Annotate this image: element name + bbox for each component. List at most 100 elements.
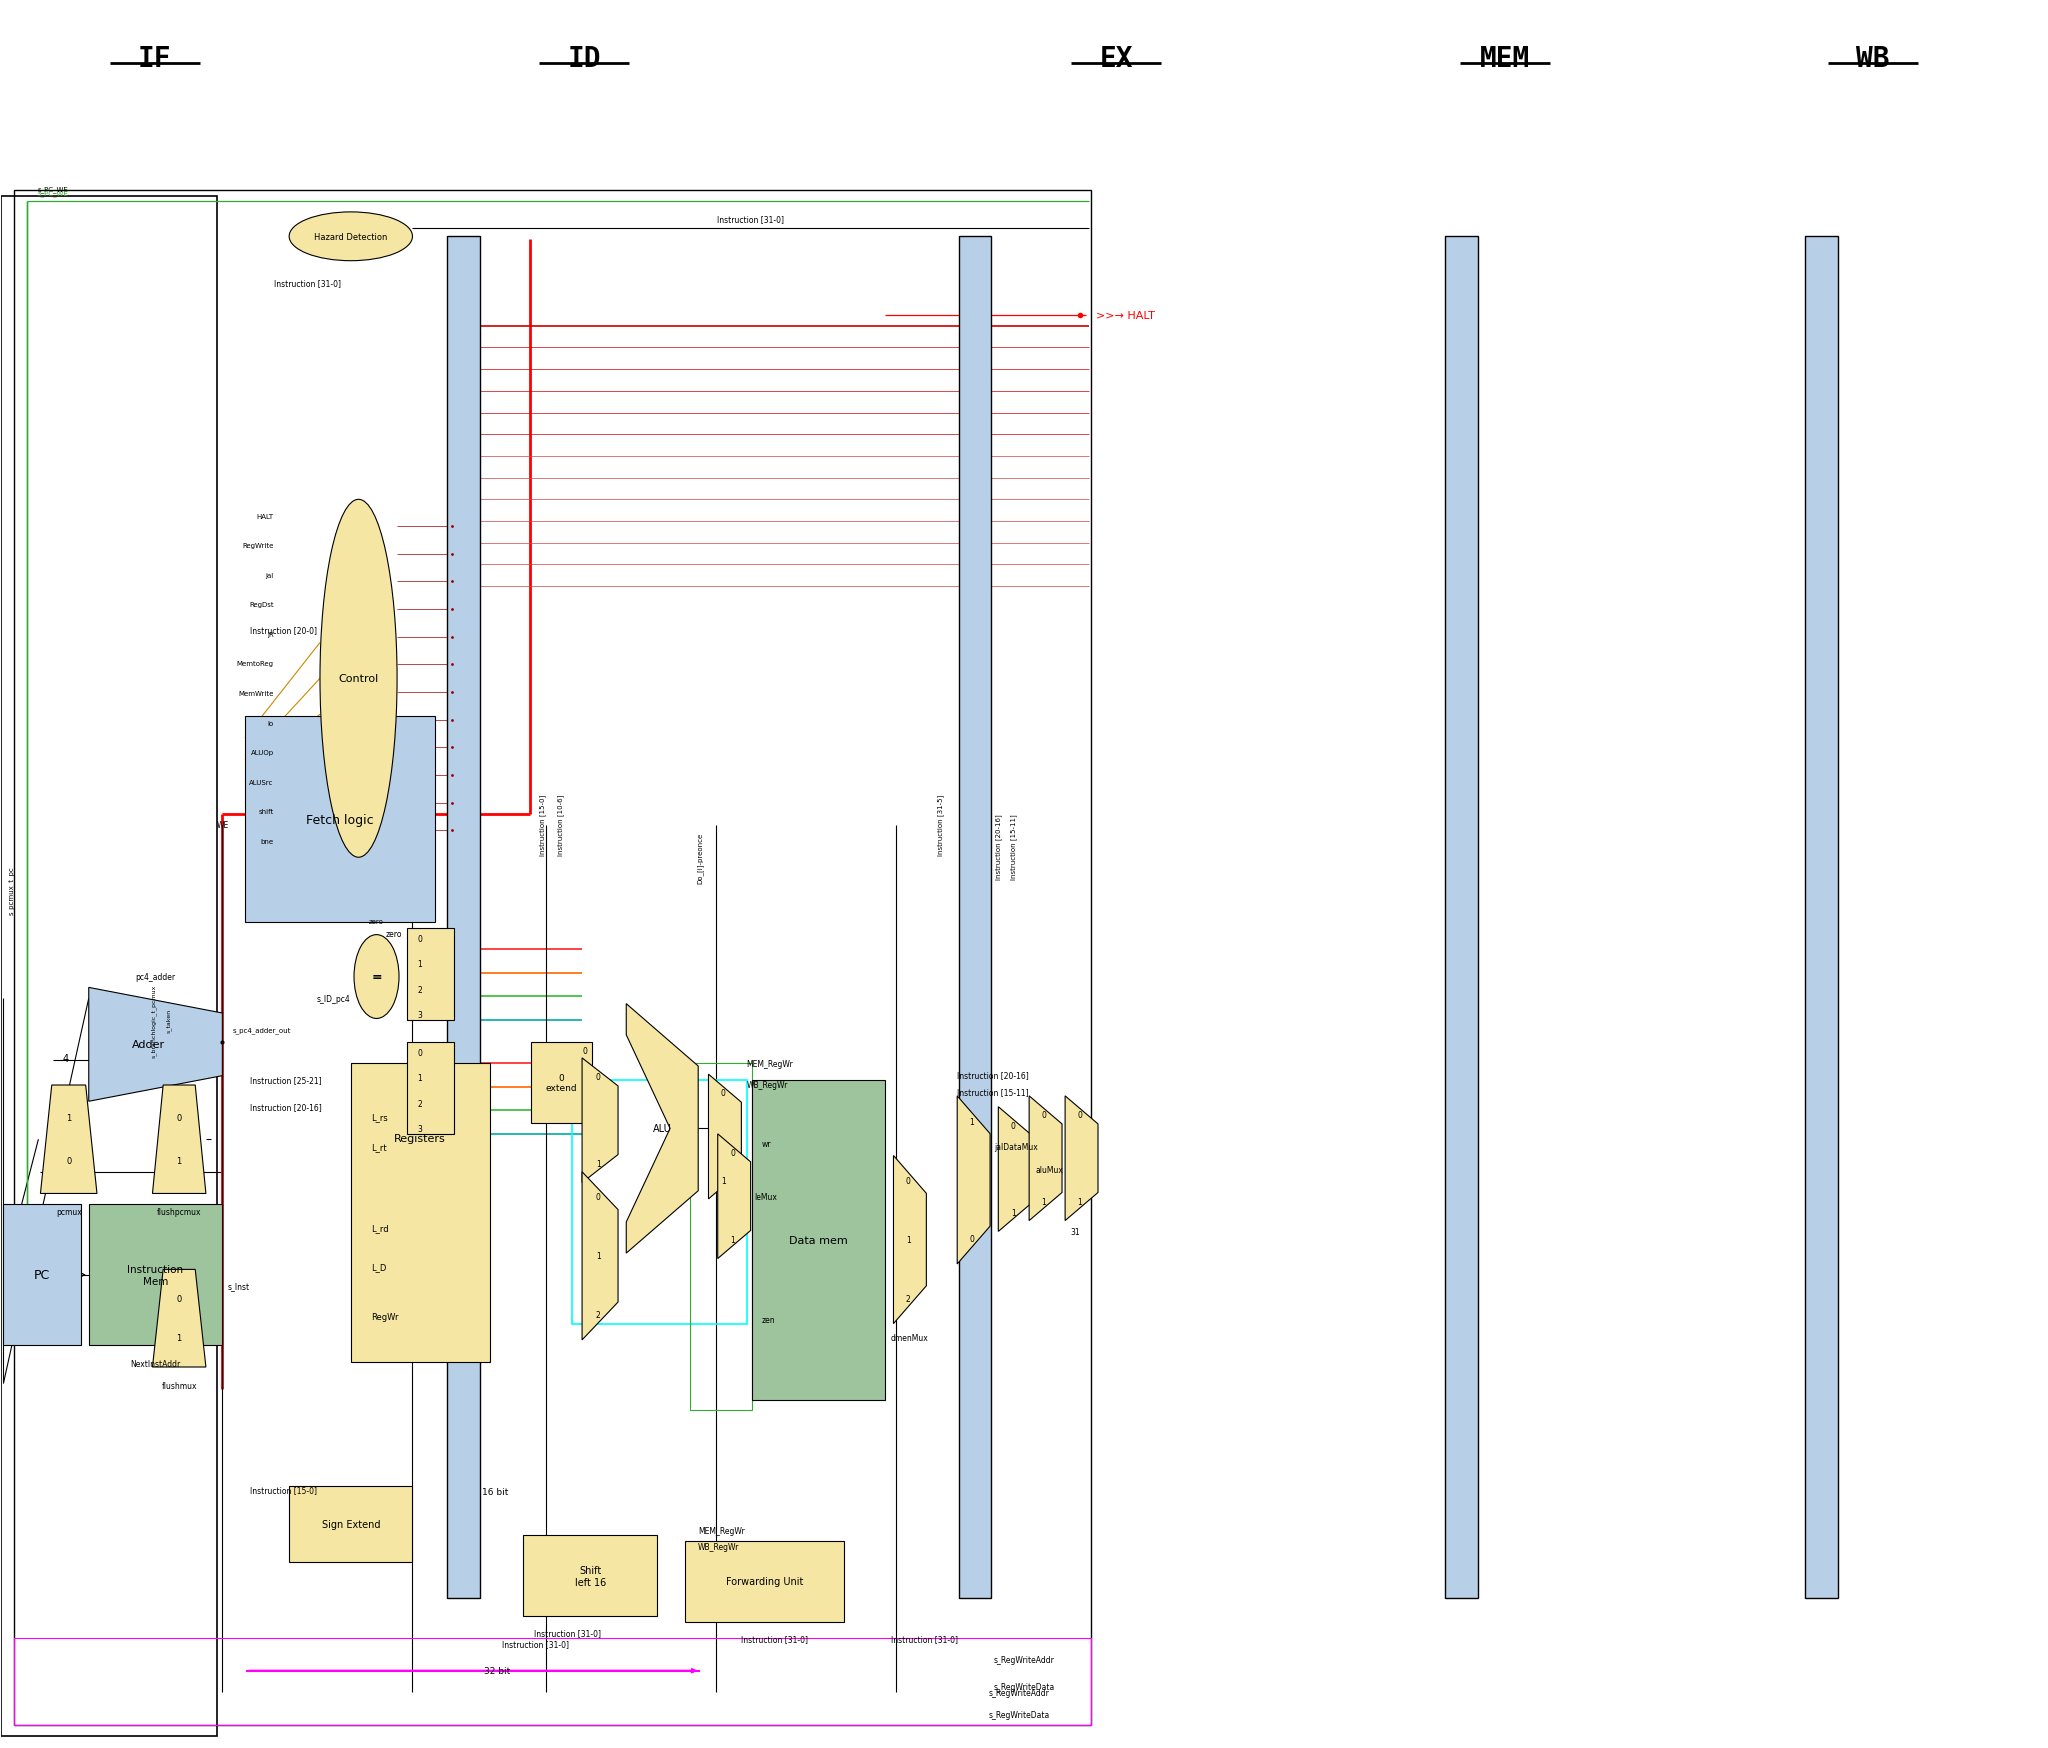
Text: Instruction [15-11]: Instruction [15-11] — [1010, 815, 1018, 879]
Text: flushpcmux: flushpcmux — [158, 1208, 201, 1217]
Text: 31: 31 — [1071, 1227, 1079, 1236]
Text: s_PC_WE: s_PC_WE — [37, 191, 68, 198]
FancyBboxPatch shape — [408, 928, 453, 1021]
Text: >>→ HALT: >>→ HALT — [1096, 311, 1155, 320]
Text: Instruction [31-0]: Instruction [31-0] — [741, 1634, 809, 1643]
Text: Registers: Registers — [395, 1133, 446, 1143]
Text: WB_RegWr: WB_RegWr — [698, 1542, 739, 1552]
Text: 0: 0 — [582, 1047, 588, 1056]
Text: ALUSrc: ALUSrc — [250, 780, 274, 785]
Text: jal: jal — [266, 572, 274, 579]
FancyBboxPatch shape — [408, 1042, 453, 1134]
Text: aluMux: aluMux — [1036, 1164, 1063, 1175]
Text: Instruction [20-16]: Instruction [20-16] — [995, 815, 1001, 879]
Text: 0: 0 — [969, 1234, 975, 1243]
Text: 0
extend: 0 extend — [545, 1073, 578, 1092]
Text: zero: zero — [385, 930, 401, 939]
Text: Instruction [31-0]: Instruction [31-0] — [891, 1634, 958, 1643]
Text: lo: lo — [268, 720, 274, 725]
Text: L_rt: L_rt — [371, 1143, 387, 1152]
Text: Forwarding Unit: Forwarding Unit — [725, 1577, 803, 1585]
Text: s_RegWriteAddr: s_RegWriteAddr — [993, 1655, 1055, 1664]
Text: ALUOp: ALUOp — [250, 750, 274, 755]
Text: s_RegWriteData: s_RegWriteData — [993, 1683, 1055, 1692]
Text: 2: 2 — [905, 1294, 911, 1304]
Text: zero: zero — [369, 919, 383, 925]
Text: 4: 4 — [61, 1054, 68, 1063]
Text: s_RegWriteData: s_RegWriteData — [989, 1710, 1051, 1718]
Text: shift: shift — [258, 809, 274, 815]
Text: pc4_adder: pc4_adder — [135, 974, 176, 982]
Text: 16 bit: 16 bit — [481, 1488, 508, 1496]
FancyBboxPatch shape — [289, 1486, 412, 1563]
FancyBboxPatch shape — [446, 238, 479, 1598]
Text: Instruction [31-0]: Instruction [31-0] — [502, 1640, 569, 1648]
Polygon shape — [88, 988, 223, 1101]
Text: 0: 0 — [1077, 1110, 1081, 1119]
Text: Instruction
Mem: Instruction Mem — [127, 1264, 184, 1287]
Text: s_pcmux_t_pc: s_pcmux_t_pc — [8, 865, 14, 914]
Text: Instruction [15-0]: Instruction [15-0] — [250, 1486, 317, 1495]
Polygon shape — [41, 1086, 96, 1194]
Polygon shape — [1030, 1096, 1063, 1220]
FancyBboxPatch shape — [88, 1204, 223, 1346]
Text: s_RegWriteAddr: s_RegWriteAddr — [989, 1689, 1051, 1697]
Text: 1: 1 — [721, 1176, 725, 1185]
Text: Instruction [31-5]: Instruction [31-5] — [938, 795, 944, 857]
Text: HALT: HALT — [256, 514, 274, 519]
Text: =: = — [371, 970, 381, 984]
Polygon shape — [997, 1106, 1032, 1232]
Text: Adder: Adder — [133, 1040, 166, 1051]
FancyBboxPatch shape — [958, 238, 991, 1598]
Text: jalDataMux: jalDataMux — [993, 1141, 1038, 1152]
Text: 0: 0 — [596, 1073, 600, 1082]
Polygon shape — [152, 1086, 207, 1194]
Text: Instruction [15-11]: Instruction [15-11] — [956, 1087, 1028, 1096]
Text: leMux: leMux — [756, 1192, 778, 1201]
Text: 1: 1 — [905, 1236, 911, 1245]
Text: MemtoReg: MemtoReg — [238, 661, 274, 668]
Ellipse shape — [289, 213, 412, 262]
Text: 1: 1 — [176, 1334, 182, 1342]
Text: s_ID_pc4: s_ID_pc4 — [317, 995, 350, 1003]
Text: Instruction [25-21]: Instruction [25-21] — [250, 1075, 322, 1084]
Text: 3: 3 — [418, 1010, 422, 1019]
Polygon shape — [1065, 1096, 1098, 1220]
Ellipse shape — [354, 935, 399, 1019]
FancyBboxPatch shape — [1446, 238, 1479, 1598]
Text: s_branchlogic_t_pcmux: s_branchlogic_t_pcmux — [152, 984, 156, 1058]
Text: WE: WE — [217, 822, 229, 830]
Text: MEM: MEM — [1479, 45, 1530, 73]
Text: 1: 1 — [418, 1073, 422, 1082]
Text: NextInstAddr: NextInstAddr — [131, 1360, 180, 1369]
Text: zen: zen — [762, 1314, 776, 1325]
Text: 1: 1 — [596, 1252, 600, 1260]
Polygon shape — [582, 1058, 618, 1183]
Text: Instruction [20-16]: Instruction [20-16] — [250, 1103, 322, 1112]
Text: pcmux: pcmux — [55, 1208, 82, 1217]
Text: Instruction [15-0]: Instruction [15-0] — [539, 795, 547, 857]
Text: RegWr: RegWr — [371, 1313, 399, 1321]
Text: 1: 1 — [969, 1117, 975, 1126]
Text: L_D: L_D — [371, 1262, 387, 1271]
Polygon shape — [956, 1096, 989, 1264]
Text: 0: 0 — [729, 1148, 735, 1157]
Text: RegDst: RegDst — [250, 601, 274, 608]
FancyBboxPatch shape — [530, 1042, 592, 1124]
Text: 1: 1 — [1012, 1208, 1016, 1218]
Ellipse shape — [319, 500, 397, 858]
Polygon shape — [709, 1075, 741, 1199]
Text: Instruction [20-0]: Instruction [20-0] — [250, 626, 317, 635]
Text: dmenMux: dmenMux — [891, 1334, 930, 1342]
Text: 1: 1 — [1077, 1197, 1081, 1206]
Text: MemWrite: MemWrite — [238, 690, 274, 697]
Text: s_taken: s_taken — [166, 1009, 172, 1033]
Text: 0: 0 — [418, 1049, 422, 1058]
Text: 1: 1 — [176, 1157, 182, 1166]
Text: Fetch logic: Fetch logic — [307, 813, 375, 827]
Text: PC: PC — [35, 1269, 49, 1281]
Polygon shape — [893, 1155, 926, 1323]
Text: Do_[i]-preonce: Do_[i]-preonce — [696, 832, 705, 883]
Text: s_Inst: s_Inst — [227, 1281, 250, 1290]
Text: wr: wr — [762, 1140, 772, 1148]
